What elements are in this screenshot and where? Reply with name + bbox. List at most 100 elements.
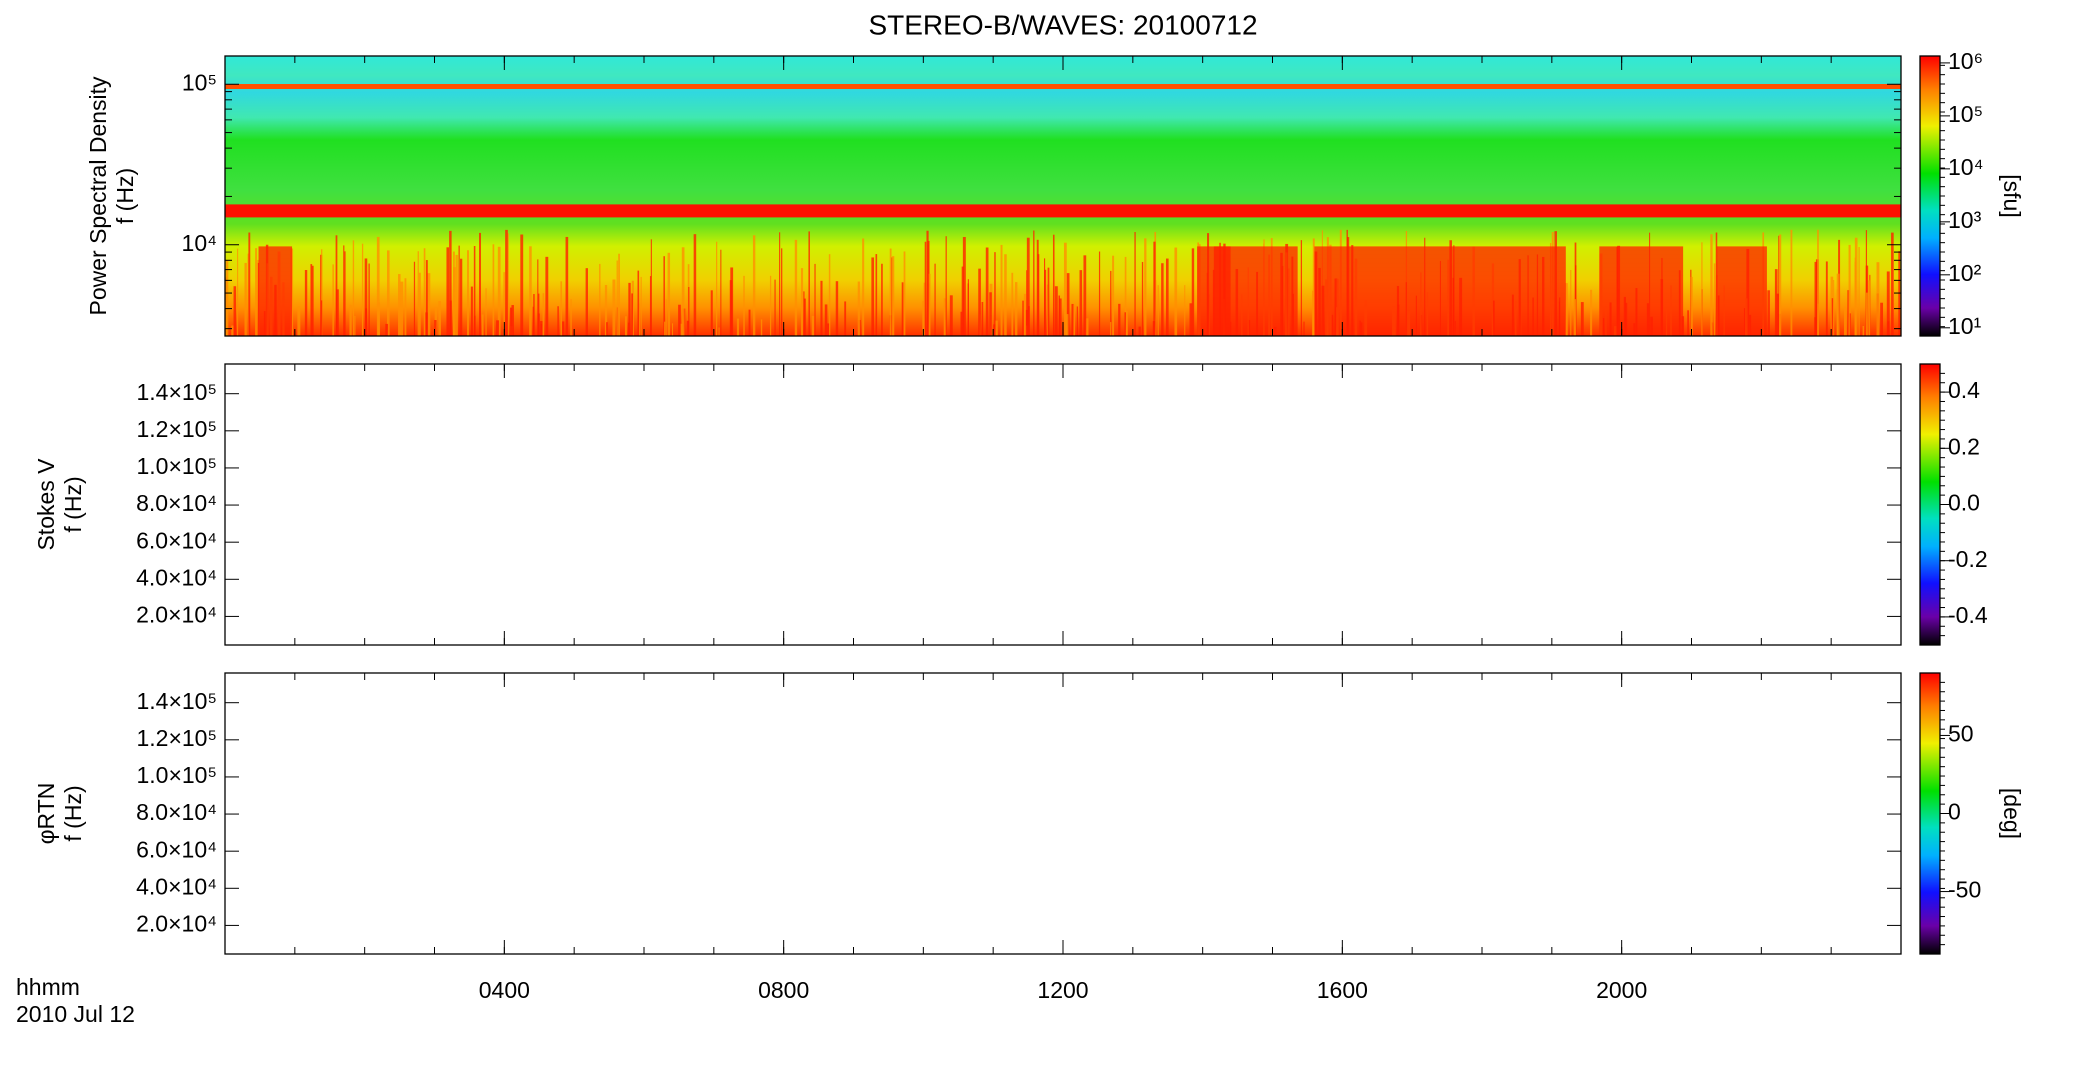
- spectrogram-streak: [1036, 239, 1039, 336]
- spectrogram-streak: [638, 303, 641, 336]
- spectrogram-streak: [1141, 261, 1144, 336]
- spectrogram-streak: [631, 293, 634, 336]
- spectrogram-streak: [1817, 303, 1819, 336]
- spectrogram-streak: [665, 299, 667, 336]
- colorbar: [1919, 672, 1941, 955]
- spectrogram-streak: [981, 302, 984, 336]
- y-axis-label: φRTN: [33, 783, 59, 845]
- spectrogram-streak: [1868, 280, 1871, 336]
- spectrogram-streak: [537, 293, 540, 336]
- spectrogram-streak: [612, 279, 616, 336]
- y-tick-label: 4.0×10⁴: [136, 564, 217, 590]
- colorbar-tick-label: 10³: [1948, 207, 1982, 233]
- y-axis-label: f (Hz): [60, 785, 86, 841]
- spectrogram-streak: [779, 232, 781, 336]
- spectrogram-streak: [532, 306, 534, 336]
- spectrogram-streak: [889, 248, 892, 336]
- spectrogram-streak: [1710, 234, 1713, 336]
- spectrogram-streak: [881, 263, 883, 336]
- spectrogram-streak: [520, 234, 524, 336]
- spectrogram-streak: [1891, 232, 1894, 336]
- spectrogram-streak: [928, 273, 931, 336]
- spectrogram-streak: [924, 241, 927, 336]
- spectrogram-streak: [945, 236, 947, 336]
- spectrogram-streak: [1124, 256, 1127, 336]
- spectrogram-streak: [1817, 229, 1819, 336]
- spectrogram-streak: [343, 245, 345, 336]
- x-tick-label: 1200: [1037, 977, 1088, 1003]
- x-tick-label: 0400: [479, 977, 530, 1003]
- spectrogram-streak: [507, 233, 509, 336]
- spectrogram-streak: [354, 315, 356, 336]
- y-tick-label: 6.0×10⁴: [136, 836, 217, 862]
- spectrogram-streak: [995, 320, 998, 336]
- spectrogram-streak: [1073, 304, 1076, 336]
- spectrogram-streak: [1028, 306, 1030, 336]
- spectrogram-streak: [231, 325, 234, 336]
- spectrogram-streak: [994, 252, 996, 336]
- spectrogram-streak: [663, 256, 665, 336]
- spectrogram-streak: [505, 229, 508, 336]
- spectrogram-streak: [418, 272, 421, 336]
- spectrogram-streak: [1849, 313, 1851, 336]
- spectrogram-streak: [944, 319, 947, 336]
- y-tick-label: 2.0×10⁴: [136, 910, 217, 936]
- spectrogram-streak: [1134, 232, 1136, 336]
- spectrogram-streak: [640, 276, 642, 336]
- spectrogram-streak: [681, 247, 685, 336]
- spectrogram-streak: [425, 260, 428, 336]
- spectrogram-streak: [1590, 289, 1593, 336]
- plot-frame: [224, 363, 1902, 646]
- spectrogram-streak: [718, 327, 720, 336]
- spectrogram-streak: [310, 264, 313, 336]
- spectrogram-streak: [961, 266, 964, 336]
- spectrogram-streak: [1833, 280, 1835, 336]
- spectrogram-streak: [413, 261, 416, 336]
- spectrogram-streak: [1165, 258, 1169, 336]
- spectrogram-streak: [470, 286, 473, 336]
- spectrogram-streak: [649, 276, 652, 336]
- spectrogram-streak: [844, 301, 847, 336]
- spectrogram-streak: [1570, 269, 1572, 336]
- spectrogram-streak: [1564, 283, 1568, 336]
- spectrogram-streak: [361, 243, 364, 336]
- colorbar-tick-label: 0.2: [1948, 433, 1980, 459]
- spectrogram-streak: [892, 256, 895, 336]
- spectrogram-streak: [1862, 325, 1865, 336]
- spectrogram-streak: [304, 270, 308, 336]
- colorbar-label: [sfu]: [1999, 174, 2025, 217]
- spectrogram-streak: [1865, 292, 1868, 336]
- spectrogram-streak: [481, 314, 484, 336]
- spectrogram-streak: [473, 246, 476, 336]
- spectrogram-streak: [1125, 311, 1128, 336]
- spectrogram-burst: [1716, 246, 1767, 336]
- spectrogram-streak: [960, 311, 963, 336]
- spectrogram-streak: [1011, 272, 1014, 336]
- spectrogram-streak: [1063, 242, 1067, 336]
- spectrogram-streak: [686, 320, 690, 336]
- spectrogram-streak: [1774, 269, 1778, 336]
- spectrogram-streak: [1886, 271, 1890, 336]
- spectrogram-streak: [1046, 284, 1049, 336]
- spectrogram-streak: [716, 241, 718, 336]
- spectrogram-streak: [404, 278, 407, 336]
- spectrogram-streak: [1083, 255, 1087, 336]
- spectrogram-streak: [1023, 293, 1026, 336]
- y-axis-label: f (Hz): [112, 168, 138, 224]
- spectrogram-band: [225, 84, 1901, 89]
- spectrogram-streak: [385, 323, 389, 336]
- spectrogram-streak: [748, 309, 751, 336]
- spectrogram-streak: [423, 248, 426, 336]
- spectrogram-streak: [434, 320, 437, 336]
- colorbar-tick-label: -0.2: [1948, 546, 1988, 572]
- colorbar-tick-label: -50: [1948, 877, 1981, 903]
- spectrogram-streak: [542, 293, 545, 336]
- spectrogram-streak: [1701, 242, 1703, 336]
- spectrogram-streak: [560, 281, 563, 336]
- spectrogram-streak: [449, 230, 452, 336]
- x-tick-label: 0800: [758, 977, 809, 1003]
- spectrogram-streak: [557, 306, 559, 336]
- spectrogram-streak: [248, 232, 251, 336]
- spectrogram-streak: [320, 300, 323, 336]
